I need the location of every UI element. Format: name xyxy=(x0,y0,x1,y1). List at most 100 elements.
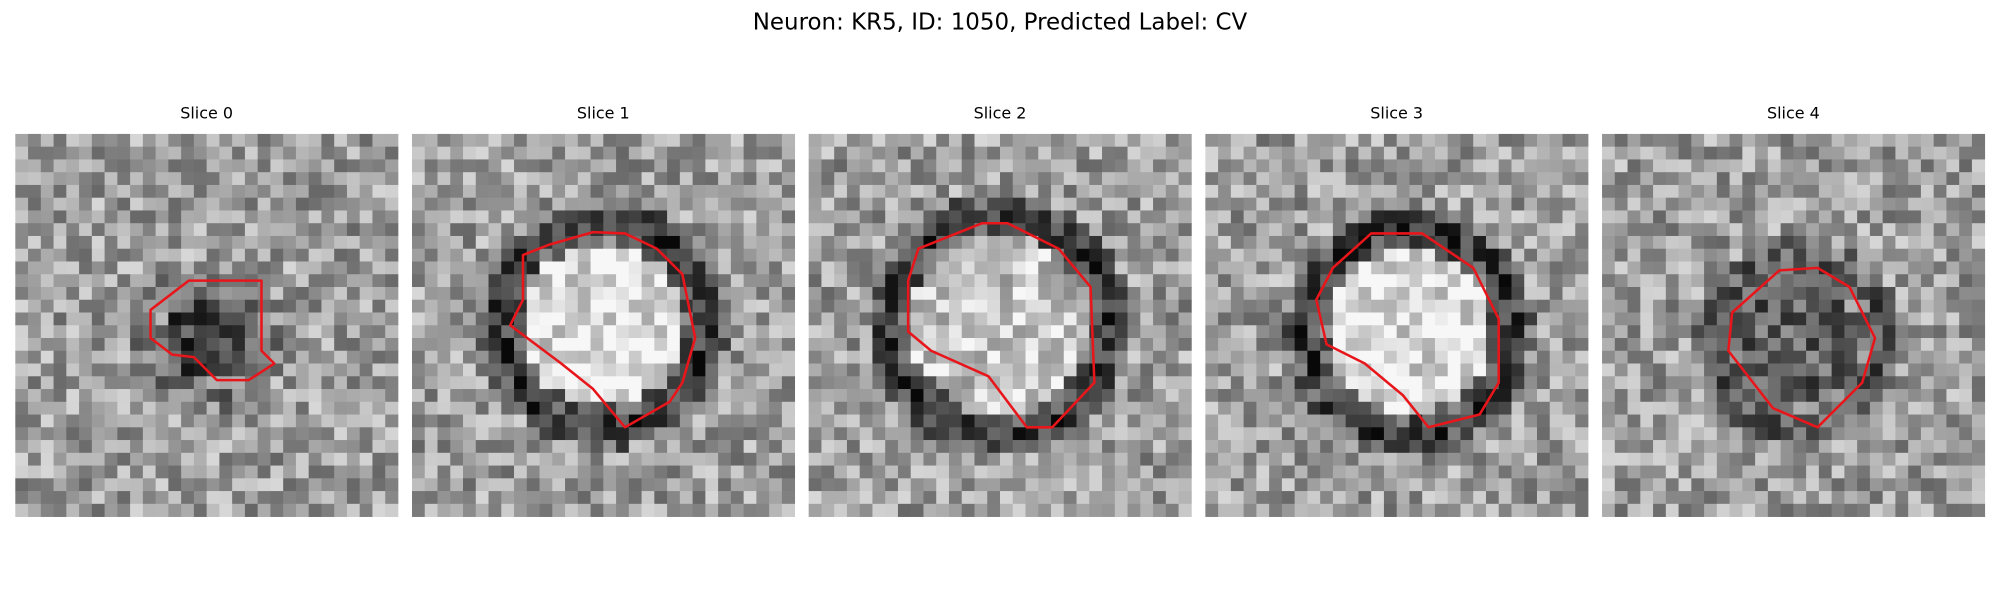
pixel xyxy=(1256,299,1270,313)
pixel xyxy=(781,401,796,415)
pixel xyxy=(1114,414,1128,428)
pixel xyxy=(1447,286,1461,301)
pixel xyxy=(885,299,899,313)
pixel xyxy=(718,491,732,505)
pixel xyxy=(1562,197,1576,211)
pixel xyxy=(372,197,386,211)
pixel xyxy=(1959,248,1973,262)
pixel xyxy=(1806,503,1820,517)
pixel xyxy=(1230,286,1245,301)
pixel xyxy=(1153,312,1167,326)
pixel xyxy=(1665,325,1679,339)
pixel xyxy=(961,452,975,466)
pixel xyxy=(1780,210,1794,224)
pixel xyxy=(1780,389,1794,403)
pixel xyxy=(769,210,783,224)
pixel xyxy=(1614,465,1628,479)
pixel xyxy=(1498,440,1512,454)
pixel xyxy=(1102,223,1116,237)
pixel xyxy=(1422,363,1436,377)
pixel xyxy=(1614,159,1628,173)
pixel xyxy=(654,491,668,505)
pixel xyxy=(730,133,745,148)
pixel xyxy=(104,478,118,492)
pixel xyxy=(334,235,348,250)
pixel xyxy=(514,274,528,288)
pixel xyxy=(1640,223,1654,237)
pixel xyxy=(1908,248,1922,262)
pixel xyxy=(526,172,540,186)
pixel xyxy=(1946,465,1960,479)
pixel xyxy=(1704,363,1718,377)
pixel xyxy=(1230,440,1245,454)
pixel xyxy=(1038,172,1052,186)
pixel xyxy=(1678,184,1692,199)
pixel xyxy=(1627,299,1641,313)
pixel xyxy=(1371,274,1385,288)
pixel xyxy=(821,350,835,364)
pixel xyxy=(501,261,515,275)
pixel xyxy=(1536,261,1551,275)
pixel xyxy=(1498,133,1512,148)
pixel xyxy=(1806,389,1820,403)
pixel xyxy=(1076,376,1090,390)
pixel xyxy=(104,172,118,186)
slice-panel: Slice 1 xyxy=(411,104,796,517)
pixel xyxy=(872,133,886,148)
pixel xyxy=(1320,197,1334,211)
pixel xyxy=(1767,363,1781,377)
pixel xyxy=(1025,235,1039,250)
pixel xyxy=(295,184,310,199)
pixel xyxy=(1089,401,1103,415)
pixel xyxy=(679,325,693,339)
pixel xyxy=(1946,389,1960,403)
pixel xyxy=(730,401,745,415)
pixel xyxy=(283,223,297,237)
pixel xyxy=(168,427,182,441)
pixel xyxy=(283,172,297,186)
pixel xyxy=(168,223,182,237)
pixel xyxy=(1127,274,1141,288)
pixel xyxy=(1307,503,1321,517)
pixel xyxy=(411,299,426,313)
pixel xyxy=(1422,376,1436,390)
pixel xyxy=(923,248,937,262)
pixel xyxy=(1000,389,1014,403)
pixel xyxy=(475,363,489,377)
pixel xyxy=(283,325,297,339)
pixel xyxy=(1627,503,1641,517)
pixel xyxy=(1716,427,1730,441)
pixel xyxy=(1269,440,1283,454)
pixel xyxy=(66,172,80,186)
pixel xyxy=(756,159,770,173)
pixel xyxy=(1857,338,1871,352)
pixel xyxy=(1818,376,1833,390)
pixel xyxy=(1704,376,1718,390)
pixel xyxy=(1575,261,1589,275)
pixel xyxy=(1511,235,1525,250)
pixel xyxy=(1076,338,1090,352)
pixel xyxy=(1447,465,1461,479)
pixel xyxy=(948,146,963,160)
pixel xyxy=(155,325,169,339)
pixel xyxy=(1205,210,1219,224)
pixel xyxy=(1920,146,1935,160)
pixel xyxy=(654,389,668,403)
pixel xyxy=(1511,299,1525,313)
pixel xyxy=(692,235,706,250)
pixel xyxy=(628,223,642,237)
pixel xyxy=(1127,286,1141,301)
pixel xyxy=(1678,491,1692,505)
pixel xyxy=(1140,478,1154,492)
pixel xyxy=(1640,338,1654,352)
pixel xyxy=(987,184,1001,199)
pixel xyxy=(219,401,233,415)
pixel xyxy=(1549,325,1563,339)
pixel xyxy=(79,133,93,148)
pixel xyxy=(577,465,591,479)
pixel xyxy=(705,248,719,262)
pixel xyxy=(1920,465,1935,479)
pixel xyxy=(28,440,42,454)
pixel xyxy=(1729,197,1743,211)
pixel xyxy=(1818,159,1833,173)
